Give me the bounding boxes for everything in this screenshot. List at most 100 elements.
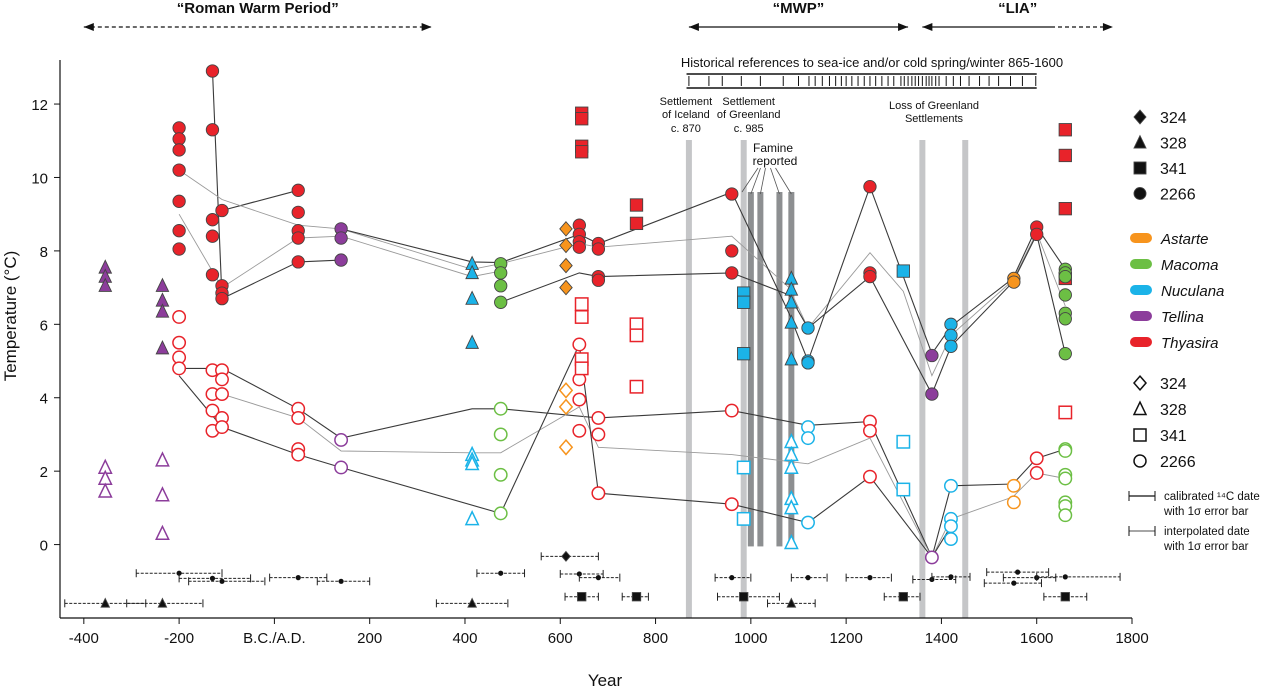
y-tick-label: 2 <box>40 464 48 481</box>
period-label: “LIA” <box>998 0 1037 17</box>
data-point <box>494 266 508 280</box>
legend-label-species: Tellina <box>1161 309 1204 326</box>
legend-label-species: Macoma <box>1161 257 1219 274</box>
data-point <box>464 454 480 471</box>
legend-marker-open <box>1133 374 1147 392</box>
y-tick-label: 0 <box>40 538 48 555</box>
data-point <box>493 401 508 416</box>
data-point <box>784 314 799 329</box>
data-point <box>801 431 815 446</box>
period-arrow-head <box>898 23 909 31</box>
data-point <box>291 255 305 269</box>
period-label: “Roman Warm Period” <box>177 0 339 17</box>
data-point <box>736 460 751 475</box>
band-famine-0 <box>747 192 754 547</box>
data-point <box>863 469 877 484</box>
x-tick-label: -200 <box>164 630 194 647</box>
data-point <box>1058 471 1073 486</box>
data-point <box>1058 288 1072 302</box>
data-point <box>801 515 815 530</box>
period-arrow-head <box>421 23 432 31</box>
event-label-iceland-3: c. 870 <box>671 123 701 135</box>
data-point <box>493 467 508 482</box>
data-point <box>98 277 113 292</box>
data-point <box>1058 312 1072 326</box>
data-point <box>559 279 573 296</box>
data-point <box>172 163 186 177</box>
data-point <box>559 237 573 254</box>
historical-title: Historical references to sea-ice and/or … <box>681 55 1063 70</box>
data-point <box>736 511 751 526</box>
data-point <box>1058 347 1072 361</box>
data-point <box>172 224 186 238</box>
error-bar-mark <box>631 592 642 602</box>
x-tick-label: B.C./A.D. <box>243 630 306 647</box>
band-famine-2 <box>776 192 783 547</box>
error-bar-mark <box>498 570 504 576</box>
event-label-iceland-1: Settlement <box>660 96 713 108</box>
data-point <box>464 510 480 526</box>
data-point <box>572 392 587 407</box>
data-point <box>334 433 349 447</box>
x-tick-label: 1000 <box>734 630 767 647</box>
band-famine-1 <box>757 192 764 547</box>
data-point <box>896 482 911 497</box>
event-label-famine-1: Famine <box>753 141 793 155</box>
error-bar-mark <box>786 597 797 608</box>
event-label-greenland-1: Settlement <box>722 96 775 108</box>
data-point <box>559 221 573 237</box>
legend-label-filled: 324 <box>1160 110 1187 127</box>
data-point <box>215 420 229 435</box>
data-point <box>155 340 170 355</box>
period-arrow-head <box>1102 23 1113 31</box>
data-point <box>783 499 799 515</box>
data-point <box>155 524 170 541</box>
data-point <box>334 460 349 475</box>
data-point <box>925 387 939 401</box>
data-point <box>155 486 170 502</box>
error-bar-mark <box>577 592 587 602</box>
data-point <box>629 198 644 212</box>
x-tick-label: 600 <box>548 630 573 647</box>
series-line-4 <box>340 185 1066 363</box>
data-point <box>205 64 220 78</box>
data-point <box>944 478 958 493</box>
data-point <box>205 403 220 418</box>
band-famine-3 <box>788 192 795 547</box>
y-tick-label: 4 <box>40 391 48 408</box>
y-axis-label: Temperature (°C) <box>1 251 20 382</box>
data-point <box>572 337 587 352</box>
error-bar-mark <box>157 597 168 608</box>
data-point <box>737 347 751 361</box>
error-bar-mark <box>176 570 182 576</box>
data-point <box>494 295 508 309</box>
data-point <box>291 410 306 425</box>
famine-leader-3 <box>775 167 792 195</box>
data-point <box>172 242 186 256</box>
data-point <box>944 328 958 342</box>
event-label-iceland-2: of Iceland <box>662 109 710 121</box>
data-point <box>725 244 739 258</box>
series-lines <box>178 70 1066 560</box>
data-point <box>1058 405 1073 420</box>
data-point <box>172 194 186 208</box>
data-point <box>291 183 305 197</box>
y-tick-label: 6 <box>40 317 48 334</box>
data-point <box>291 231 305 245</box>
series-line-2 <box>178 169 1066 377</box>
data-point <box>172 310 187 324</box>
data-point <box>1006 495 1021 510</box>
band-iceland <box>685 140 692 618</box>
data-point <box>291 447 306 462</box>
data-points <box>97 64 1073 565</box>
data-point <box>172 121 186 135</box>
error-bar-mark <box>561 550 571 562</box>
data-point <box>925 348 939 363</box>
data-point <box>558 398 574 416</box>
data-point <box>784 351 799 366</box>
series-line-7 <box>221 393 1066 559</box>
data-point <box>591 242 606 256</box>
data-point <box>1058 202 1072 216</box>
data-point <box>944 317 958 331</box>
legend-label-species: Nuculana <box>1161 283 1224 300</box>
